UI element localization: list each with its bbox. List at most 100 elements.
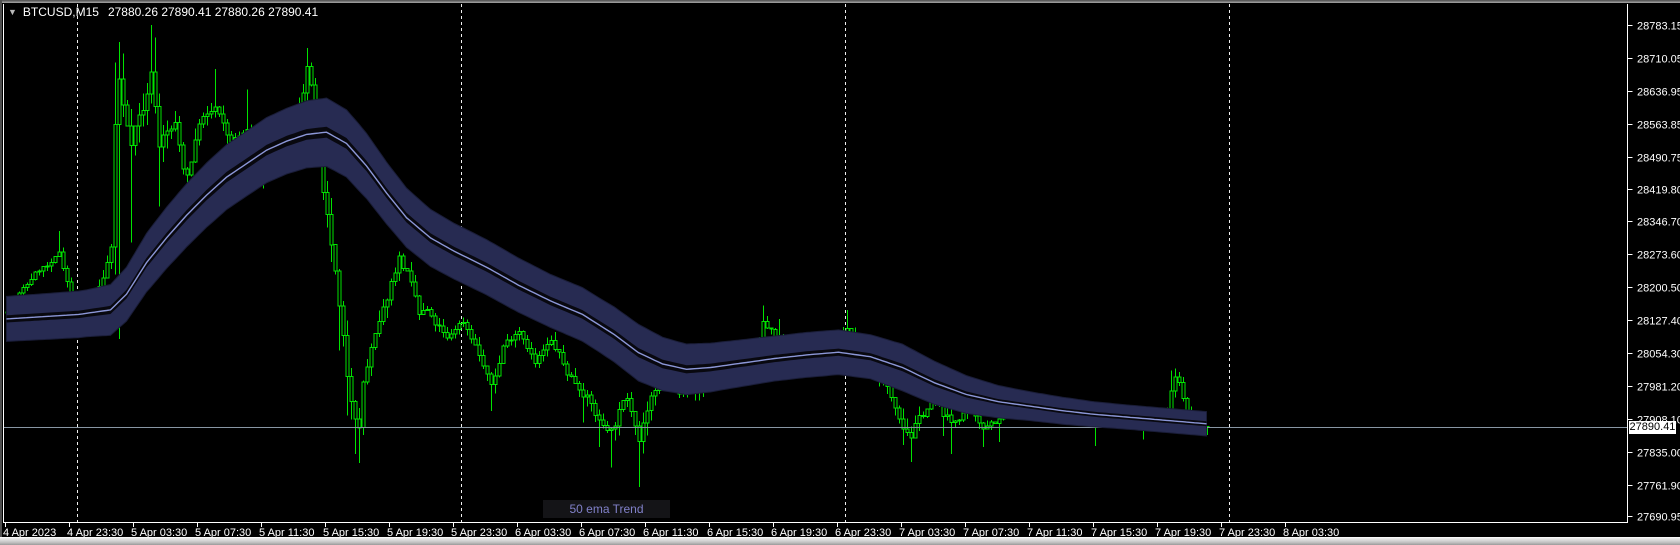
candle-body — [625, 398, 630, 402]
candle-body — [137, 114, 142, 127]
candle-body — [221, 113, 226, 124]
candle-body — [193, 139, 198, 163]
price-axis-label: 28346.70 — [1637, 217, 1680, 229]
candle-body — [389, 280, 394, 301]
candle-body — [409, 270, 414, 283]
time-axis-label: 6 Apr 15:30 — [707, 527, 763, 539]
candle-body — [1185, 398, 1190, 411]
candle-body — [385, 299, 390, 308]
candle-body — [145, 93, 150, 111]
symbol-dropdown-icon[interactable]: ▼ — [8, 7, 17, 17]
candle-body — [949, 414, 954, 423]
candle-body — [529, 347, 534, 355]
time-axis-label: 6 Apr 07:30 — [579, 527, 635, 539]
candle-body — [149, 71, 154, 95]
candle-body — [441, 325, 446, 333]
candle-body — [485, 365, 490, 375]
candle-body — [597, 414, 602, 421]
candle-body — [585, 394, 590, 398]
candle-body — [633, 411, 638, 427]
candle-body — [921, 414, 926, 418]
candle-body — [309, 65, 314, 86]
candle-body — [601, 419, 606, 427]
candle-body — [977, 415, 982, 424]
candle-body — [997, 418, 1002, 424]
price-axis-label: 27835.00 — [1637, 448, 1680, 460]
candle-body — [481, 355, 486, 367]
candle-body — [533, 353, 538, 364]
time-axis-label: 7 Apr 19:30 — [1155, 527, 1211, 539]
candle-body — [225, 122, 230, 136]
time-axis-label: 5 Apr 19:30 — [387, 527, 443, 539]
candle-body — [37, 270, 42, 273]
candle-body — [473, 338, 478, 346]
window-top-border — [0, 0, 1680, 3]
candle-body — [425, 308, 430, 312]
price-axis-label: 28419.80 — [1637, 185, 1680, 197]
current-price-tag: 27890.41 — [1629, 421, 1676, 434]
day-separators — [77, 4, 1230, 523]
candle-body — [417, 295, 422, 315]
candle-body — [1177, 376, 1182, 384]
candle-body — [981, 422, 986, 430]
plot-area[interactable] — [3, 25, 1628, 487]
candle-body — [429, 308, 434, 317]
price-axis-label: 28636.95 — [1637, 87, 1680, 99]
candle-body — [893, 397, 898, 409]
time-axis-label: 6 Apr 11:30 — [643, 527, 698, 539]
candle-body — [901, 418, 906, 430]
price-axis-label: 28563.85 — [1637, 120, 1680, 132]
candle-body — [1173, 376, 1178, 392]
candle-body — [33, 271, 38, 280]
candle-body — [357, 418, 362, 429]
candle-body — [325, 192, 330, 215]
time-axis-label: 6 Apr 03:30 — [515, 527, 571, 539]
candle-body — [521, 330, 526, 340]
candle-body — [989, 421, 994, 427]
candle-body — [621, 400, 626, 411]
candle-body — [365, 366, 370, 383]
candle-body — [497, 363, 502, 377]
candle-body — [65, 267, 70, 283]
candle-body — [197, 123, 202, 141]
candle-body — [433, 315, 438, 326]
ema-band — [6, 97, 1207, 437]
candle-body — [1169, 390, 1174, 410]
candle-body — [469, 328, 474, 340]
candle-body — [477, 344, 482, 356]
candle-body — [957, 419, 962, 422]
candle-body — [161, 134, 166, 148]
candle-body — [189, 161, 194, 176]
candle-body — [501, 345, 506, 365]
price-axis-label: 27690.95 — [1637, 512, 1680, 524]
price-axis-label: 28710.05 — [1637, 54, 1680, 66]
candle-body — [369, 347, 374, 368]
candle-body — [25, 283, 30, 289]
candle-body — [1181, 382, 1186, 400]
candle-body — [397, 255, 402, 274]
candle-body — [217, 106, 222, 115]
candle-body — [917, 414, 922, 424]
candle-body — [593, 403, 598, 416]
plot-borders — [3, 4, 1628, 523]
candle-body — [157, 106, 162, 148]
candle-body — [653, 390, 658, 397]
candle-body — [201, 116, 206, 125]
candle-body — [505, 339, 510, 347]
candle-body — [109, 246, 114, 263]
price-axis[interactable]: 28783.15 28710.05 28636.95 28563.85 28490.75… — [1627, 21, 1680, 524]
candle-body — [305, 65, 310, 94]
time-axis-label: 4 Apr 23:30 — [67, 527, 123, 539]
candle-body — [377, 320, 382, 334]
candle-body — [553, 339, 558, 351]
candle-body — [413, 281, 418, 297]
candle-body — [645, 410, 650, 424]
candle-body — [61, 251, 66, 269]
candle-body — [133, 125, 138, 147]
candle-body — [509, 339, 514, 342]
time-axis[interactable]: 4 Apr 2023 4 Apr 23:30 5 Apr 03:30 5 Apr 07… — [3, 523, 1339, 539]
candle-body — [173, 121, 178, 130]
candle-body — [513, 334, 518, 341]
